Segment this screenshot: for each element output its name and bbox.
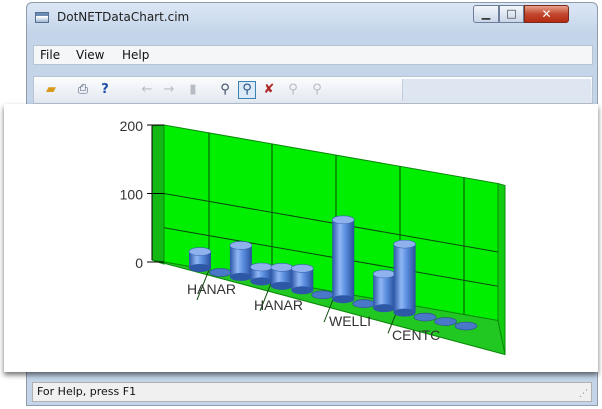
bar-base [352,299,375,308]
status-text: For Help, press F1 [37,385,137,398]
bar-top-cap [372,269,396,279]
grid-line-horizontal [163,193,499,253]
bar-bottom-cap [393,308,416,317]
open-icon[interactable]: ▰ [46,82,56,97]
zoom-window-icon[interactable]: ⚲ [238,81,256,99]
bar [332,219,355,300]
bar-bottom-cap [373,304,396,313]
bar-top-cap [331,215,355,225]
zoom-icon[interactable]: ⚲ [220,82,230,97]
bar-top-cap [393,239,416,249]
forward-arrow-icon[interactable]: → [163,82,175,97]
bar [393,244,416,313]
bar-bottom-cap [189,264,211,272]
bar-base [413,312,437,322]
zoom-in-icon[interactable]: ⚲ [288,82,298,97]
grid-line-horizontal [163,227,499,287]
bar-base [454,321,478,331]
bar-bottom-cap [270,281,293,290]
bar-bottom-cap [250,277,273,286]
close-button[interactable]: ✕ [524,5,569,23]
minimize-icon: ▁ [481,7,491,20]
app-icon [35,12,49,23]
chart-side-wall [151,124,165,265]
bar-top-cap [270,263,294,272]
floor-grid-line [196,269,210,301]
chart-panel: 0 100 200 HANAR HANAR WELLI CENTC [4,104,598,372]
back-arrow-icon[interactable]: ← [141,82,153,97]
x-tick-label: WELLI [329,313,371,329]
title-bar[interactable]: DotNETDataChart.cim ▁ □ ✕ [27,3,597,33]
menu-file[interactable]: File [40,48,61,62]
status-bar: For Help, press F1 ⋰ [32,382,592,402]
x-tick-label: CENTC [392,327,440,343]
x-tick-label: HANAR [187,281,236,297]
bar [189,251,211,268]
bar-top-cap [250,262,273,272]
bar-bottom-cap [229,272,252,281]
floor-grid-line [259,280,273,312]
whats-this-help-icon[interactable]: ? [101,82,109,97]
bar-base [209,268,232,277]
y-tick-label: 100 [120,187,144,203]
x-tick-label: HANAR [254,297,303,313]
bar [229,245,252,277]
zoom-out-icon[interactable]: ⚲ [312,82,322,97]
bar [291,268,314,291]
print-icon[interactable]: ⎙ [77,82,89,97]
bar-top-cap [188,247,212,256]
bar [373,273,396,309]
toolbar: ▰ ⎙ ? ← → ▮ ⚲ ⚲ ✘ ⚲ ⚲ [33,76,593,104]
maximize-button[interactable]: □ [499,5,524,23]
bar-bottom-cap [332,295,355,304]
bar [270,267,293,286]
menu-help[interactable]: Help [122,48,150,62]
bar-base [311,290,335,300]
zoom-reset-icon[interactable]: ✘ [263,82,275,97]
bar-chart: 0 100 200 HANAR HANAR WELLI CENTC [120,118,506,356]
bar-top-cap [291,264,314,273]
toolbar-spacer [402,79,591,101]
bar-top-cap [229,241,253,250]
bar-base [434,317,457,326]
bar-chart-icon[interactable]: ▮ [189,82,197,97]
menu-view[interactable]: View [76,48,105,62]
window-title: DotNETDataChart.cim [57,10,190,24]
y-tick-label: 0 [135,255,143,271]
menu-bar: File View Help [33,45,593,65]
maximize-icon: □ [506,7,517,20]
y-tick-label: 200 [120,118,144,134]
bar-bottom-cap [291,286,314,295]
close-icon: ✕ [541,7,552,21]
resize-grip-icon[interactable]: ⋰ [579,389,588,399]
minimize-button[interactable]: ▁ [473,5,499,23]
